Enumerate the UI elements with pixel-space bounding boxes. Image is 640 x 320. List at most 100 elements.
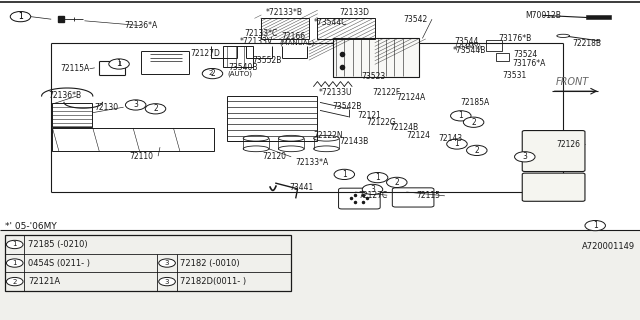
Text: 72136*A: 72136*A (125, 21, 158, 30)
Text: 2: 2 (394, 178, 399, 187)
Text: 2: 2 (153, 104, 158, 113)
Circle shape (10, 12, 31, 22)
Text: 72218B: 72218B (573, 39, 602, 48)
Text: 3: 3 (164, 279, 170, 284)
Text: 2: 2 (474, 146, 479, 155)
Text: 1: 1 (18, 12, 23, 21)
Circle shape (387, 177, 407, 188)
Text: 2: 2 (471, 118, 476, 127)
Circle shape (125, 100, 146, 110)
Bar (496, 53, 509, 61)
Text: 72121A: 72121A (28, 277, 60, 286)
Bar (317, 18, 375, 39)
Bar (52, 103, 92, 127)
Text: 72115A: 72115A (61, 64, 90, 73)
Bar (261, 18, 309, 39)
Text: *72133U: *72133U (319, 88, 352, 97)
Text: *' 05-'06MY: *' 05-'06MY (5, 222, 57, 231)
Text: (-04MY): (-04MY) (454, 44, 481, 50)
Circle shape (515, 152, 535, 162)
Bar (5, 235, 291, 291)
Bar (223, 46, 253, 67)
Text: 73552B: 73552B (253, 56, 282, 65)
Text: 73176*B: 73176*B (498, 34, 531, 43)
Text: 0454S (0211- ): 0454S (0211- ) (28, 259, 90, 268)
Text: 72133D: 72133D (339, 8, 369, 17)
Text: 72126: 72126 (557, 140, 581, 149)
Text: 3: 3 (370, 185, 375, 194)
Text: 72120: 72120 (262, 152, 287, 161)
Text: 72133*C: 72133*C (244, 29, 278, 38)
Circle shape (145, 104, 166, 114)
Circle shape (159, 259, 175, 267)
Text: 72124: 72124 (406, 132, 430, 140)
Text: 72166: 72166 (282, 32, 306, 41)
Bar (333, 38, 419, 77)
Text: 1: 1 (116, 60, 122, 68)
Circle shape (362, 184, 383, 195)
Circle shape (202, 68, 223, 79)
Circle shape (6, 277, 23, 286)
Text: 73542B: 73542B (333, 102, 362, 111)
Circle shape (451, 111, 471, 121)
Text: 73531: 73531 (502, 71, 527, 80)
Bar (486, 40, 502, 51)
Text: 1: 1 (593, 221, 598, 230)
Text: 72185A: 72185A (461, 98, 490, 107)
Text: 1: 1 (18, 12, 23, 21)
Text: 3: 3 (522, 152, 527, 161)
Circle shape (11, 12, 30, 21)
Text: 1: 1 (12, 260, 17, 266)
Circle shape (367, 172, 388, 183)
Text: 2: 2 (13, 279, 17, 284)
Bar (0, 0, 640, 230)
Text: 72115: 72115 (416, 191, 440, 200)
Text: 1: 1 (454, 140, 460, 148)
Text: 72185 (-0210): 72185 (-0210) (28, 240, 88, 249)
Text: 72122F: 72122F (372, 88, 401, 97)
Text: 73542: 73542 (403, 15, 428, 24)
Text: 72121: 72121 (357, 111, 381, 120)
Text: 72130: 72130 (95, 103, 119, 112)
Text: 1: 1 (12, 242, 17, 247)
Circle shape (585, 220, 605, 231)
Text: *72133V: *72133V (240, 37, 273, 46)
Text: 72127D: 72127D (191, 49, 221, 58)
Text: 73441: 73441 (289, 183, 314, 192)
Text: 72122N: 72122N (314, 132, 343, 140)
Text: 3: 3 (164, 260, 170, 266)
Text: 1: 1 (458, 111, 463, 120)
Text: *73544C: *73544C (314, 18, 347, 27)
Circle shape (334, 169, 355, 180)
Circle shape (463, 117, 484, 127)
Circle shape (447, 139, 467, 149)
Text: 73544: 73544 (454, 37, 479, 46)
Circle shape (109, 59, 129, 69)
Text: 2: 2 (209, 70, 213, 76)
Circle shape (6, 259, 23, 267)
Text: 3: 3 (133, 100, 138, 109)
Text: 72122G: 72122G (367, 118, 396, 127)
Circle shape (203, 69, 220, 77)
Text: 73540B: 73540B (228, 63, 257, 72)
Text: 72124B: 72124B (389, 124, 419, 132)
Text: *72133*B: *72133*B (266, 8, 303, 17)
Text: (AUTO): (AUTO) (228, 70, 253, 77)
Text: 72136*B: 72136*B (48, 92, 81, 100)
Text: 73524: 73524 (513, 50, 538, 59)
Circle shape (111, 60, 127, 68)
Circle shape (159, 277, 175, 286)
FancyBboxPatch shape (522, 173, 585, 201)
Text: *73544B: *73544B (453, 46, 486, 55)
Text: A720001149: A720001149 (582, 242, 635, 251)
Text: 1: 1 (375, 173, 380, 182)
Text: 72143: 72143 (438, 134, 463, 143)
Text: 72110: 72110 (129, 152, 154, 161)
Text: M70012B: M70012B (525, 12, 561, 20)
Text: 72143B: 72143B (339, 137, 369, 146)
Text: 1: 1 (342, 170, 347, 179)
Text: (MANUAL): (MANUAL) (280, 40, 315, 46)
Text: 73176*A: 73176*A (512, 60, 545, 68)
Text: 72133*A: 72133*A (296, 158, 329, 167)
Circle shape (467, 145, 487, 156)
